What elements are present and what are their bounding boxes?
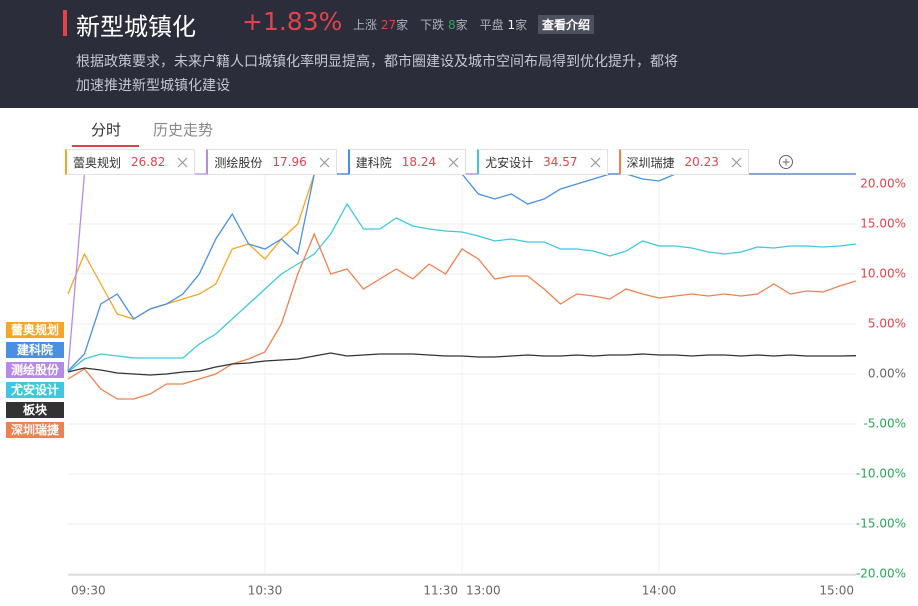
stat-count: 8 — [447, 18, 456, 32]
y-tick-label: -10.00% — [856, 467, 906, 481]
stat-down: 下跌 8家 — [420, 16, 468, 33]
accent-bar — [63, 10, 67, 36]
series-tag: 深圳瑞捷 — [6, 422, 64, 438]
series-tag-label: 测绘股份 — [11, 362, 60, 377]
x-tick-label: 11:30 — [423, 584, 458, 598]
series-tag-bg — [6, 422, 64, 438]
chip-name: 测绘股份 — [214, 155, 263, 170]
series-tag-bg — [6, 322, 64, 338]
series-tag-label: 建科院 — [16, 342, 53, 357]
series-line — [67, 232, 857, 400]
stat-unit: 家 — [396, 18, 409, 32]
y-tick-label: -15.00% — [856, 517, 906, 531]
intro-button[interactable]: 查看介绍 — [538, 15, 595, 34]
series-tag-bg — [6, 382, 64, 398]
stat-up: 上涨 27家 — [353, 16, 408, 33]
series-tag-label: 板块 — [23, 402, 48, 417]
y-tick-label: 5.00% — [868, 317, 906, 331]
chip-name: 深圳瑞捷 — [626, 155, 675, 170]
x-tick-label: 10:30 — [248, 584, 283, 598]
series-tag-bg — [6, 402, 64, 418]
series-tag: 尤安设计 — [6, 382, 64, 398]
series-tag-bg — [6, 342, 64, 358]
stat-label: 平盘 — [479, 18, 504, 32]
x-tick-label: 14:00 — [642, 584, 677, 598]
tab[interactable]: 历史走势 — [153, 121, 214, 139]
series-tag: 板块 — [6, 402, 64, 418]
close-icon[interactable] — [590, 157, 601, 168]
stock-chip[interactable]: 尤安设计 34.57 — [477, 149, 608, 175]
chip-price: 20.23 — [684, 155, 719, 169]
stat-flat: 平盘 1家 — [480, 16, 528, 33]
stat-unit: 家 — [515, 18, 528, 32]
series-tag-label: 深圳瑞捷 — [11, 422, 60, 437]
chip-price: 17.96 — [272, 155, 307, 169]
header: 新型城镇化 +1.83% 上涨 27家 下跌 8家 平盘 1家 查看介绍 根据政… — [0, 0, 918, 108]
series-line — [67, 202, 857, 373]
series-line — [67, 352, 857, 376]
stats: 上涨 27家 下跌 8家 平盘 1家 — [353, 16, 527, 33]
board-change: +1.83% — [242, 7, 343, 36]
x-tick-label: 09:30 — [71, 584, 106, 598]
stat-count: 1 — [507, 18, 516, 32]
y-tick-label: -5.00% — [864, 417, 906, 431]
chip-price: 34.57 — [543, 155, 578, 169]
stock-chips: 蕾奥规划 26.82 测绘股份 17.96 建科院 18.24 尤安设计 34.57 深圳瑞捷 2… — [65, 149, 794, 175]
stat-label: 下跌 — [420, 18, 445, 32]
stat-count: 27 — [380, 18, 397, 32]
stock-chip[interactable]: 测绘股份 17.96 — [206, 149, 337, 175]
chip-name: 蕾奥规划 — [73, 155, 122, 170]
series-tag-label: 尤安设计 — [11, 382, 59, 397]
x-tick-label: 15:00 — [819, 584, 854, 598]
y-tick-label: -20.00% — [856, 567, 906, 581]
stat-unit: 家 — [455, 18, 468, 32]
description-line: 根据政策要求，未来户籍人口城镇化率明显提高，都市圈建设及城市空间布局得到优化提升… — [76, 54, 678, 70]
close-icon[interactable] — [177, 157, 188, 168]
stat-label: 上涨 — [353, 18, 378, 32]
description: 根据政策要求，未来户籍人口城镇化率明显提高，都市圈建设及城市空间布局得到优化提升… — [76, 50, 678, 98]
x-tick-label: 13:00 — [466, 584, 501, 598]
description-line: 加速推进新型城镇化建设 — [76, 78, 230, 94]
tabs: 分时 历史走势 — [72, 116, 231, 148]
series-tag-bg — [6, 362, 64, 378]
chip-price: 26.82 — [131, 155, 166, 169]
series-tag-label: 蕾奥规划 — [11, 322, 59, 337]
series-tag: 建科院 — [6, 342, 64, 358]
tab[interactable]: 分时 — [72, 116, 140, 147]
stock-chip[interactable]: 建科院 18.24 — [347, 149, 467, 175]
close-icon[interactable] — [448, 157, 459, 168]
series-tag: 测绘股份 — [6, 362, 64, 378]
add-icon[interactable] — [778, 154, 794, 170]
series-tag: 蕾奥规划 — [6, 322, 64, 338]
chip-price: 18.24 — [401, 155, 437, 169]
close-icon[interactable] — [319, 157, 330, 168]
y-tick-label: 0.00% — [868, 367, 906, 381]
y-tick-label: 10.00% — [860, 267, 906, 281]
chip-name: 建科院 — [355, 155, 392, 170]
close-icon[interactable] — [731, 157, 742, 168]
board-title: 新型城镇化 — [76, 13, 196, 41]
y-tick-label: 15.00% — [860, 217, 906, 231]
stock-chip[interactable]: 深圳瑞捷 20.23 — [618, 149, 749, 175]
stock-chip[interactable]: 蕾奥规划 26.82 — [65, 149, 196, 175]
y-tick-label: 20.00% — [860, 177, 906, 191]
chip-name: 尤安设计 — [485, 155, 534, 170]
